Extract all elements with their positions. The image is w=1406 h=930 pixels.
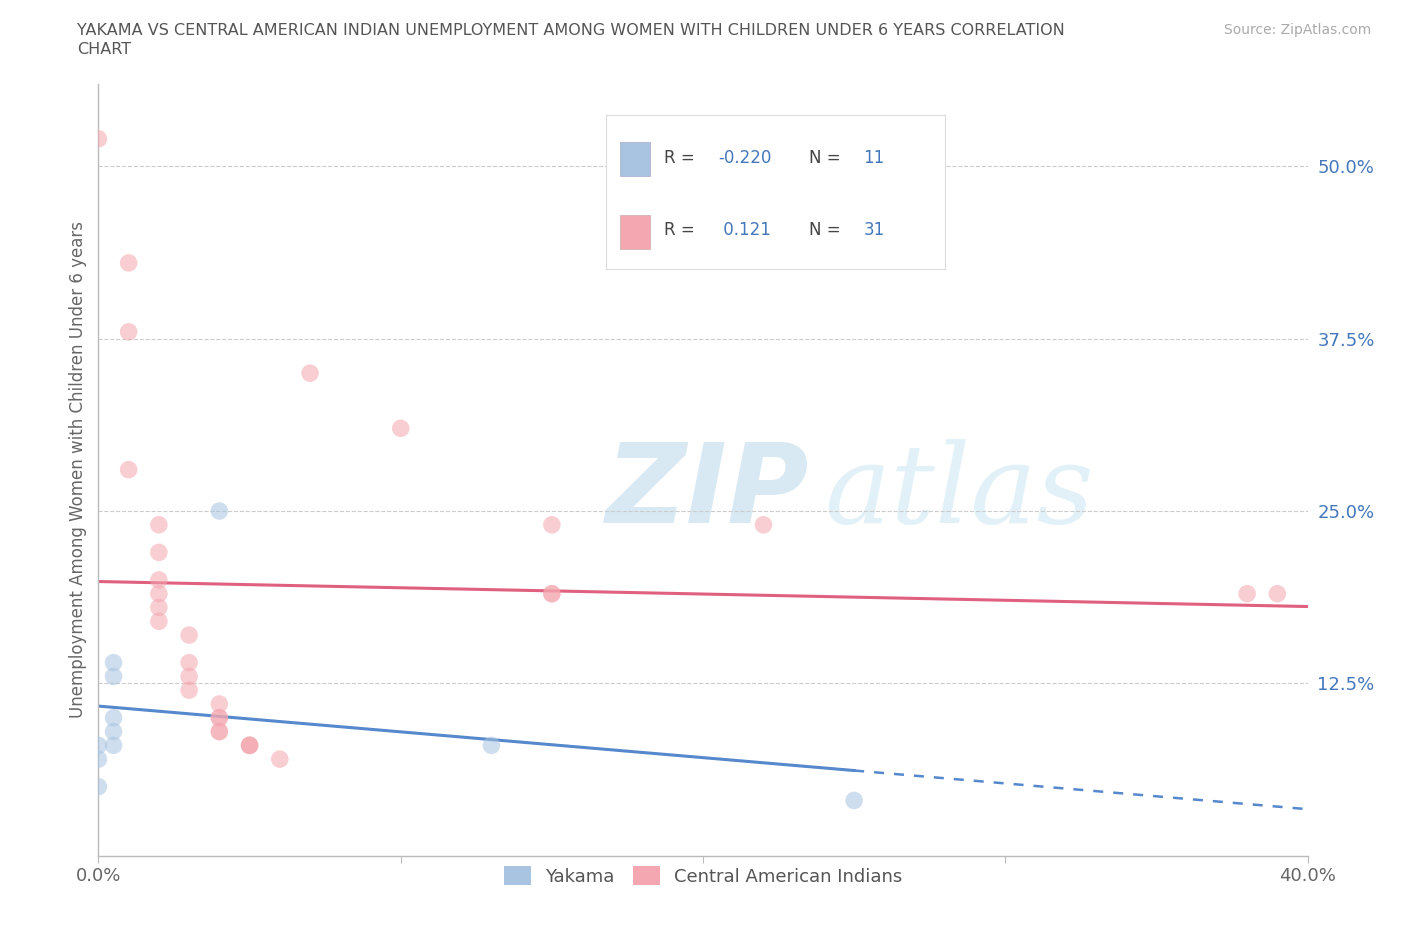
Point — [87, 131, 110, 146]
Point — [118, 325, 141, 339]
Text: YAKAMA VS CENTRAL AMERICAN INDIAN UNEMPLOYMENT AMONG WOMEN WITH CHILDREN UNDER 6: YAKAMA VS CENTRAL AMERICAN INDIAN UNEMPL… — [77, 23, 1066, 38]
Point — [118, 256, 141, 271]
Text: CHART: CHART — [77, 42, 131, 57]
Point — [103, 737, 125, 752]
Point — [87, 737, 110, 752]
Point — [269, 751, 291, 766]
Point — [148, 600, 170, 615]
Point — [1236, 586, 1258, 601]
Point — [179, 628, 201, 643]
Point — [752, 517, 775, 532]
Point — [208, 724, 231, 739]
Point — [208, 711, 231, 725]
Point — [87, 779, 110, 794]
Point — [148, 573, 170, 588]
Text: Source: ZipAtlas.com: Source: ZipAtlas.com — [1223, 23, 1371, 37]
Point — [299, 365, 322, 380]
Point — [208, 503, 231, 518]
Point — [239, 737, 262, 752]
Point — [1267, 586, 1289, 601]
Point — [540, 586, 562, 601]
Point — [179, 683, 201, 698]
Point — [103, 711, 125, 725]
Point — [118, 462, 141, 477]
Point — [103, 656, 125, 671]
Point — [208, 724, 231, 739]
Text: atlas: atlas — [824, 439, 1094, 547]
Point — [148, 517, 170, 532]
Point — [481, 737, 503, 752]
Point — [540, 517, 562, 532]
Text: ZIP: ZIP — [606, 439, 810, 546]
Point — [179, 669, 201, 684]
Legend: Yakama, Central American Indians: Yakama, Central American Indians — [496, 859, 910, 893]
Point — [239, 737, 262, 752]
Y-axis label: Unemployment Among Women with Children Under 6 years: Unemployment Among Women with Children U… — [69, 221, 87, 718]
Point — [148, 545, 170, 560]
Point — [148, 614, 170, 629]
Point — [103, 669, 125, 684]
Point — [208, 711, 231, 725]
Point — [844, 793, 866, 808]
Point — [389, 421, 412, 436]
Point — [87, 751, 110, 766]
Point — [239, 737, 262, 752]
Point — [148, 586, 170, 601]
Point — [540, 586, 562, 601]
Point — [179, 656, 201, 671]
Point — [208, 697, 231, 711]
Point — [103, 724, 125, 739]
